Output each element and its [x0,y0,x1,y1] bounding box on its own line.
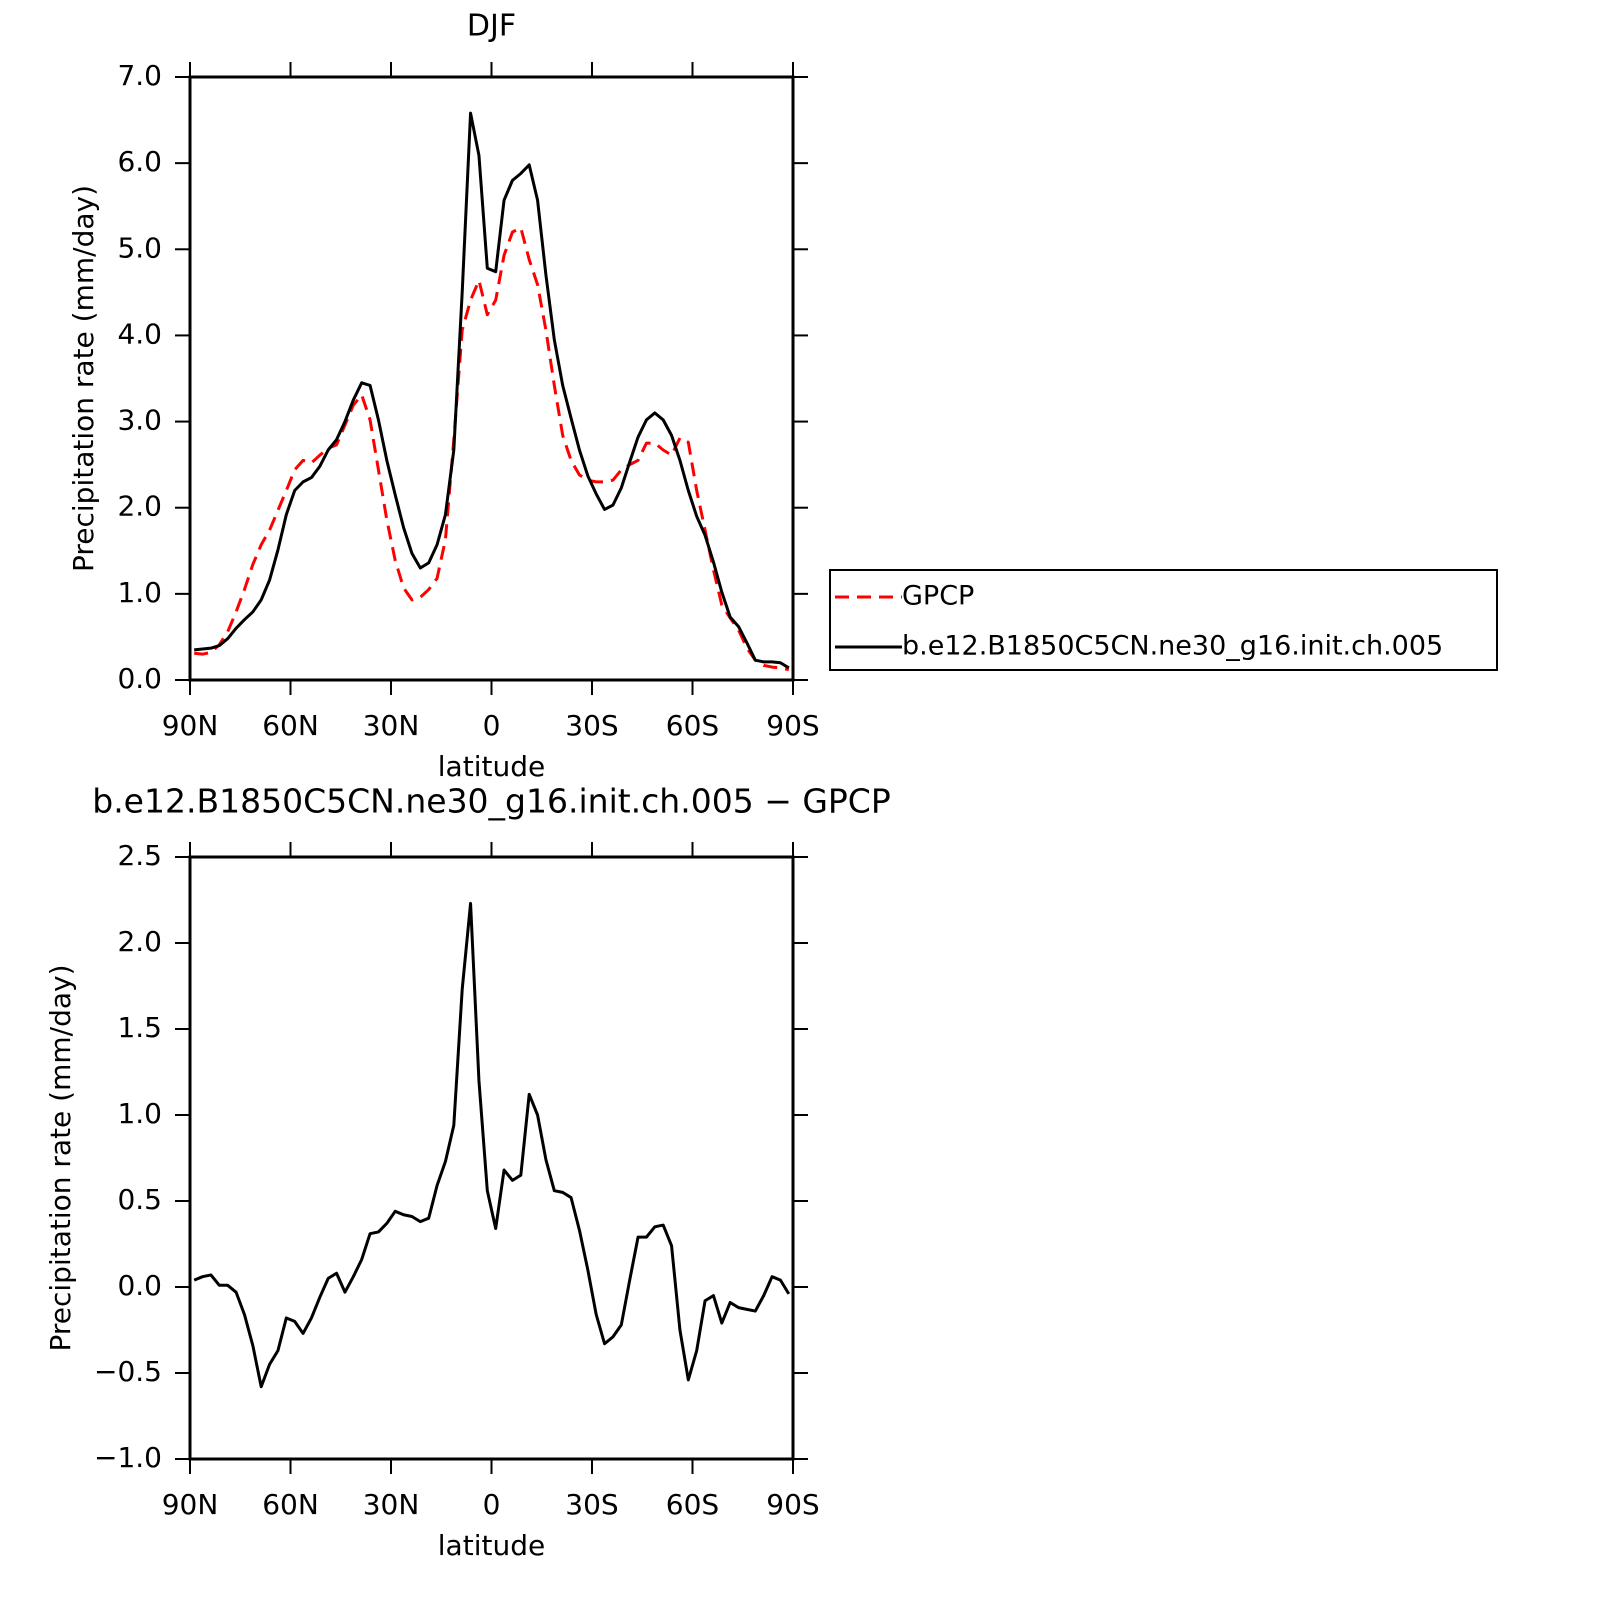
y-tick-label: 1.0 [117,1097,162,1130]
y-tick-label: 2.0 [117,925,162,958]
plot-frame [188,75,795,682]
x-tick-label: 60N [262,709,319,742]
x-tick-label: 60N [262,1488,319,1521]
y-axis-label: Precipitation rate (mm/day) [44,964,77,1351]
y-tick-label: 1.5 [117,1011,162,1044]
x-tick-label: 0 [483,1488,501,1521]
x-tick-label: 30S [565,1488,618,1521]
y-tick-label: 2.5 [117,839,162,872]
x-tick-label: 0 [483,709,501,742]
x-tick-label: 90S [766,709,819,742]
legend-label: GPCP [902,581,974,612]
x-tick-label: 30S [565,709,618,742]
data-line [194,226,790,672]
x-axis-label: latitude [438,750,545,783]
y-tick-label: 0.0 [117,1269,162,1302]
y-axis-label: Precipitation rate (mm/day) [67,185,100,572]
chart-title: b.e12.B1850C5CN.ne30_g16.init.ch.005 − G… [92,782,891,821]
x-tick-label: 30N [363,709,420,742]
data-line [194,111,790,670]
plot-frame [188,855,795,1461]
y-tick-label: 4.0 [117,317,162,350]
legend-label: b.e12.B1850C5CN.ne30_g16.init.ch.005 [902,631,1443,662]
y-tick-label: 5.0 [117,231,162,264]
y-tick-label: 7.0 [117,59,162,92]
y-tick-label: 2.0 [117,490,162,523]
y-tick-label: 0.5 [117,1183,162,1216]
x-tick-label: 90S [766,1488,819,1521]
x-tick-label: 60S [666,709,719,742]
x-tick-label: 60S [666,1488,719,1521]
y-tick-label: 0.0 [117,662,162,695]
chart-title: DJF [467,9,516,44]
x-tick-label: 90N [162,709,219,742]
y-tick-label: 3.0 [117,404,162,437]
x-tick-label: 30N [363,1488,420,1521]
y-tick-label: 6.0 [117,145,162,178]
data-line [193,901,791,1389]
legend-box [829,569,1498,671]
y-tick-label: −1.0 [94,1441,162,1474]
x-tick-label: 90N [162,1488,219,1521]
x-axis-label: latitude [438,1529,545,1562]
y-tick-label: −0.5 [94,1355,162,1388]
y-tick-label: 1.0 [117,576,162,609]
